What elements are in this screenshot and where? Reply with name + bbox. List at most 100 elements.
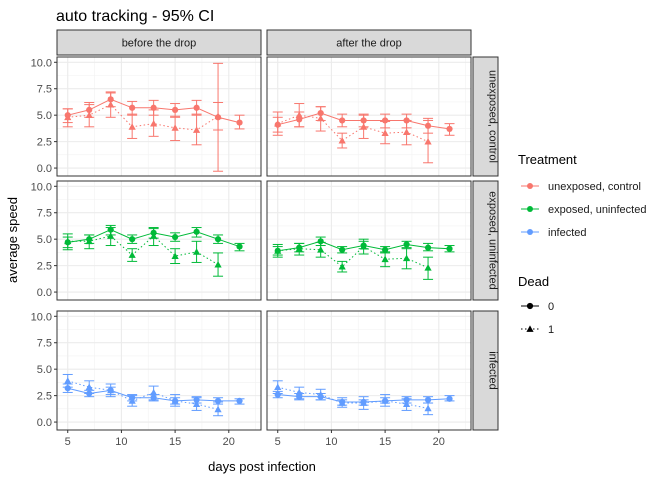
y-tick-label: 7.5	[37, 338, 52, 350]
row-strip	[472, 56, 499, 177]
data-point-triangle	[317, 390, 325, 398]
y-axis-title: average speed	[5, 197, 20, 283]
y-tick-label: 5.0	[37, 364, 52, 376]
row-strip-label: infected	[487, 351, 499, 390]
data-point-triangle	[85, 383, 93, 391]
data-point-triangle	[402, 400, 411, 407]
panel-border	[266, 56, 472, 177]
panel-background	[267, 181, 471, 300]
y-tick-label: 7.5	[37, 84, 52, 96]
x-tick-label: 15	[169, 436, 181, 448]
data-point-triangle	[128, 397, 136, 404]
data-point-triangle	[402, 254, 411, 262]
data-point-triangle	[64, 113, 72, 121]
series-line-dead-1	[277, 114, 429, 143]
data-point-triangle	[295, 245, 303, 252]
y-tick-label: 2.5	[37, 391, 52, 403]
panel-series-group	[62, 224, 245, 277]
x-tick-label: 10	[115, 436, 127, 448]
panel-background	[267, 311, 471, 430]
row-strip	[472, 180, 499, 301]
panel-series-group	[62, 62, 245, 172]
data-point-circle	[446, 125, 453, 133]
series-line-dead-1	[67, 235, 219, 265]
data-point-triangle	[150, 232, 158, 239]
series-line-dead-1	[277, 245, 429, 269]
y-tick-label: 5.0	[37, 110, 52, 122]
data-point-triangle	[192, 400, 201, 407]
data-point-circle	[424, 396, 432, 403]
y-tick-label: 0.0	[37, 163, 52, 175]
data-point-circle	[526, 302, 534, 310]
panels-layer: before the drop after the drop unexposed, …	[31, 29, 499, 448]
data-point-circle	[382, 246, 389, 253]
data-point-triangle	[85, 111, 93, 119]
y-tick-label: 2.5	[37, 261, 52, 273]
data-point-circle	[424, 244, 432, 251]
data-point-circle	[193, 104, 200, 111]
panel-series-group	[62, 373, 245, 417]
x-tick-label: 10	[325, 436, 337, 448]
column-strip	[266, 29, 472, 56]
y-tick-label: 10.0	[31, 181, 52, 193]
x-tick-label: 20	[223, 436, 235, 448]
row-strip-label: exposed, uninfected	[487, 191, 499, 289]
data-point-circle	[236, 243, 243, 250]
data-point-triangle	[107, 386, 115, 394]
data-point-triangle	[107, 101, 115, 108]
data-point-triangle	[128, 123, 136, 130]
legend-treatment-point	[527, 183, 533, 189]
data-point-circle	[214, 236, 222, 243]
panel-border	[56, 56, 262, 177]
column-strip	[56, 29, 262, 56]
panel-border	[56, 180, 262, 301]
y-tick-label: 7.5	[37, 208, 52, 220]
data-point-circle	[150, 104, 157, 111]
data-point-triangle	[85, 237, 93, 245]
data-point-triangle	[381, 397, 389, 404]
data-point-circle	[172, 233, 179, 241]
legend-dead-label: 1	[548, 324, 554, 336]
data-point-triangle	[274, 247, 282, 254]
panel-series-group	[272, 103, 455, 164]
data-point-triangle	[214, 112, 222, 120]
column-strip-label: before the drop	[122, 38, 197, 50]
panel-background	[57, 311, 261, 430]
x-tick-label: 20	[433, 436, 445, 448]
panel-border	[266, 310, 472, 431]
legend-treatment-point	[527, 229, 533, 235]
legend-dead-label: 0	[548, 301, 554, 313]
panel-border	[56, 310, 262, 431]
y-tick-label: 0.0	[37, 417, 52, 429]
data-point-triangle	[381, 129, 389, 137]
y-tick-label: 2.5	[37, 137, 52, 149]
data-point-triangle	[171, 252, 179, 259]
series-line-dead-1	[67, 380, 219, 410]
data-point-triangle	[150, 120, 158, 127]
x-tick-label: 5	[65, 436, 71, 448]
y-tick-label: 5.0	[37, 234, 52, 246]
data-point-triangle	[128, 251, 136, 258]
panel-series-group	[272, 380, 455, 416]
data-point-triangle	[274, 383, 282, 391]
data-point-triangle	[171, 124, 179, 131]
data-point-triangle	[360, 399, 368, 406]
data-point-circle	[129, 104, 136, 111]
legend-treatment-title: Treatment	[518, 152, 577, 167]
data-point-circle	[446, 245, 453, 252]
data-point-circle	[403, 241, 410, 248]
legend-treatment-label: infected	[548, 227, 587, 239]
data-point-triangle	[424, 404, 432, 412]
data-point-triangle	[360, 123, 368, 130]
row-strip-label: unexposed, control	[487, 70, 499, 163]
row-strip	[472, 310, 499, 431]
data-point-triangle	[295, 388, 303, 396]
column-strip-label: after the drop	[336, 38, 401, 50]
data-point-triangle	[214, 405, 222, 413]
data-point-triangle	[338, 136, 346, 144]
data-point-triangle	[424, 264, 432, 271]
data-point-triangle	[424, 138, 432, 145]
panel-border	[266, 180, 472, 301]
y-tick-label: 10.0	[31, 57, 52, 69]
